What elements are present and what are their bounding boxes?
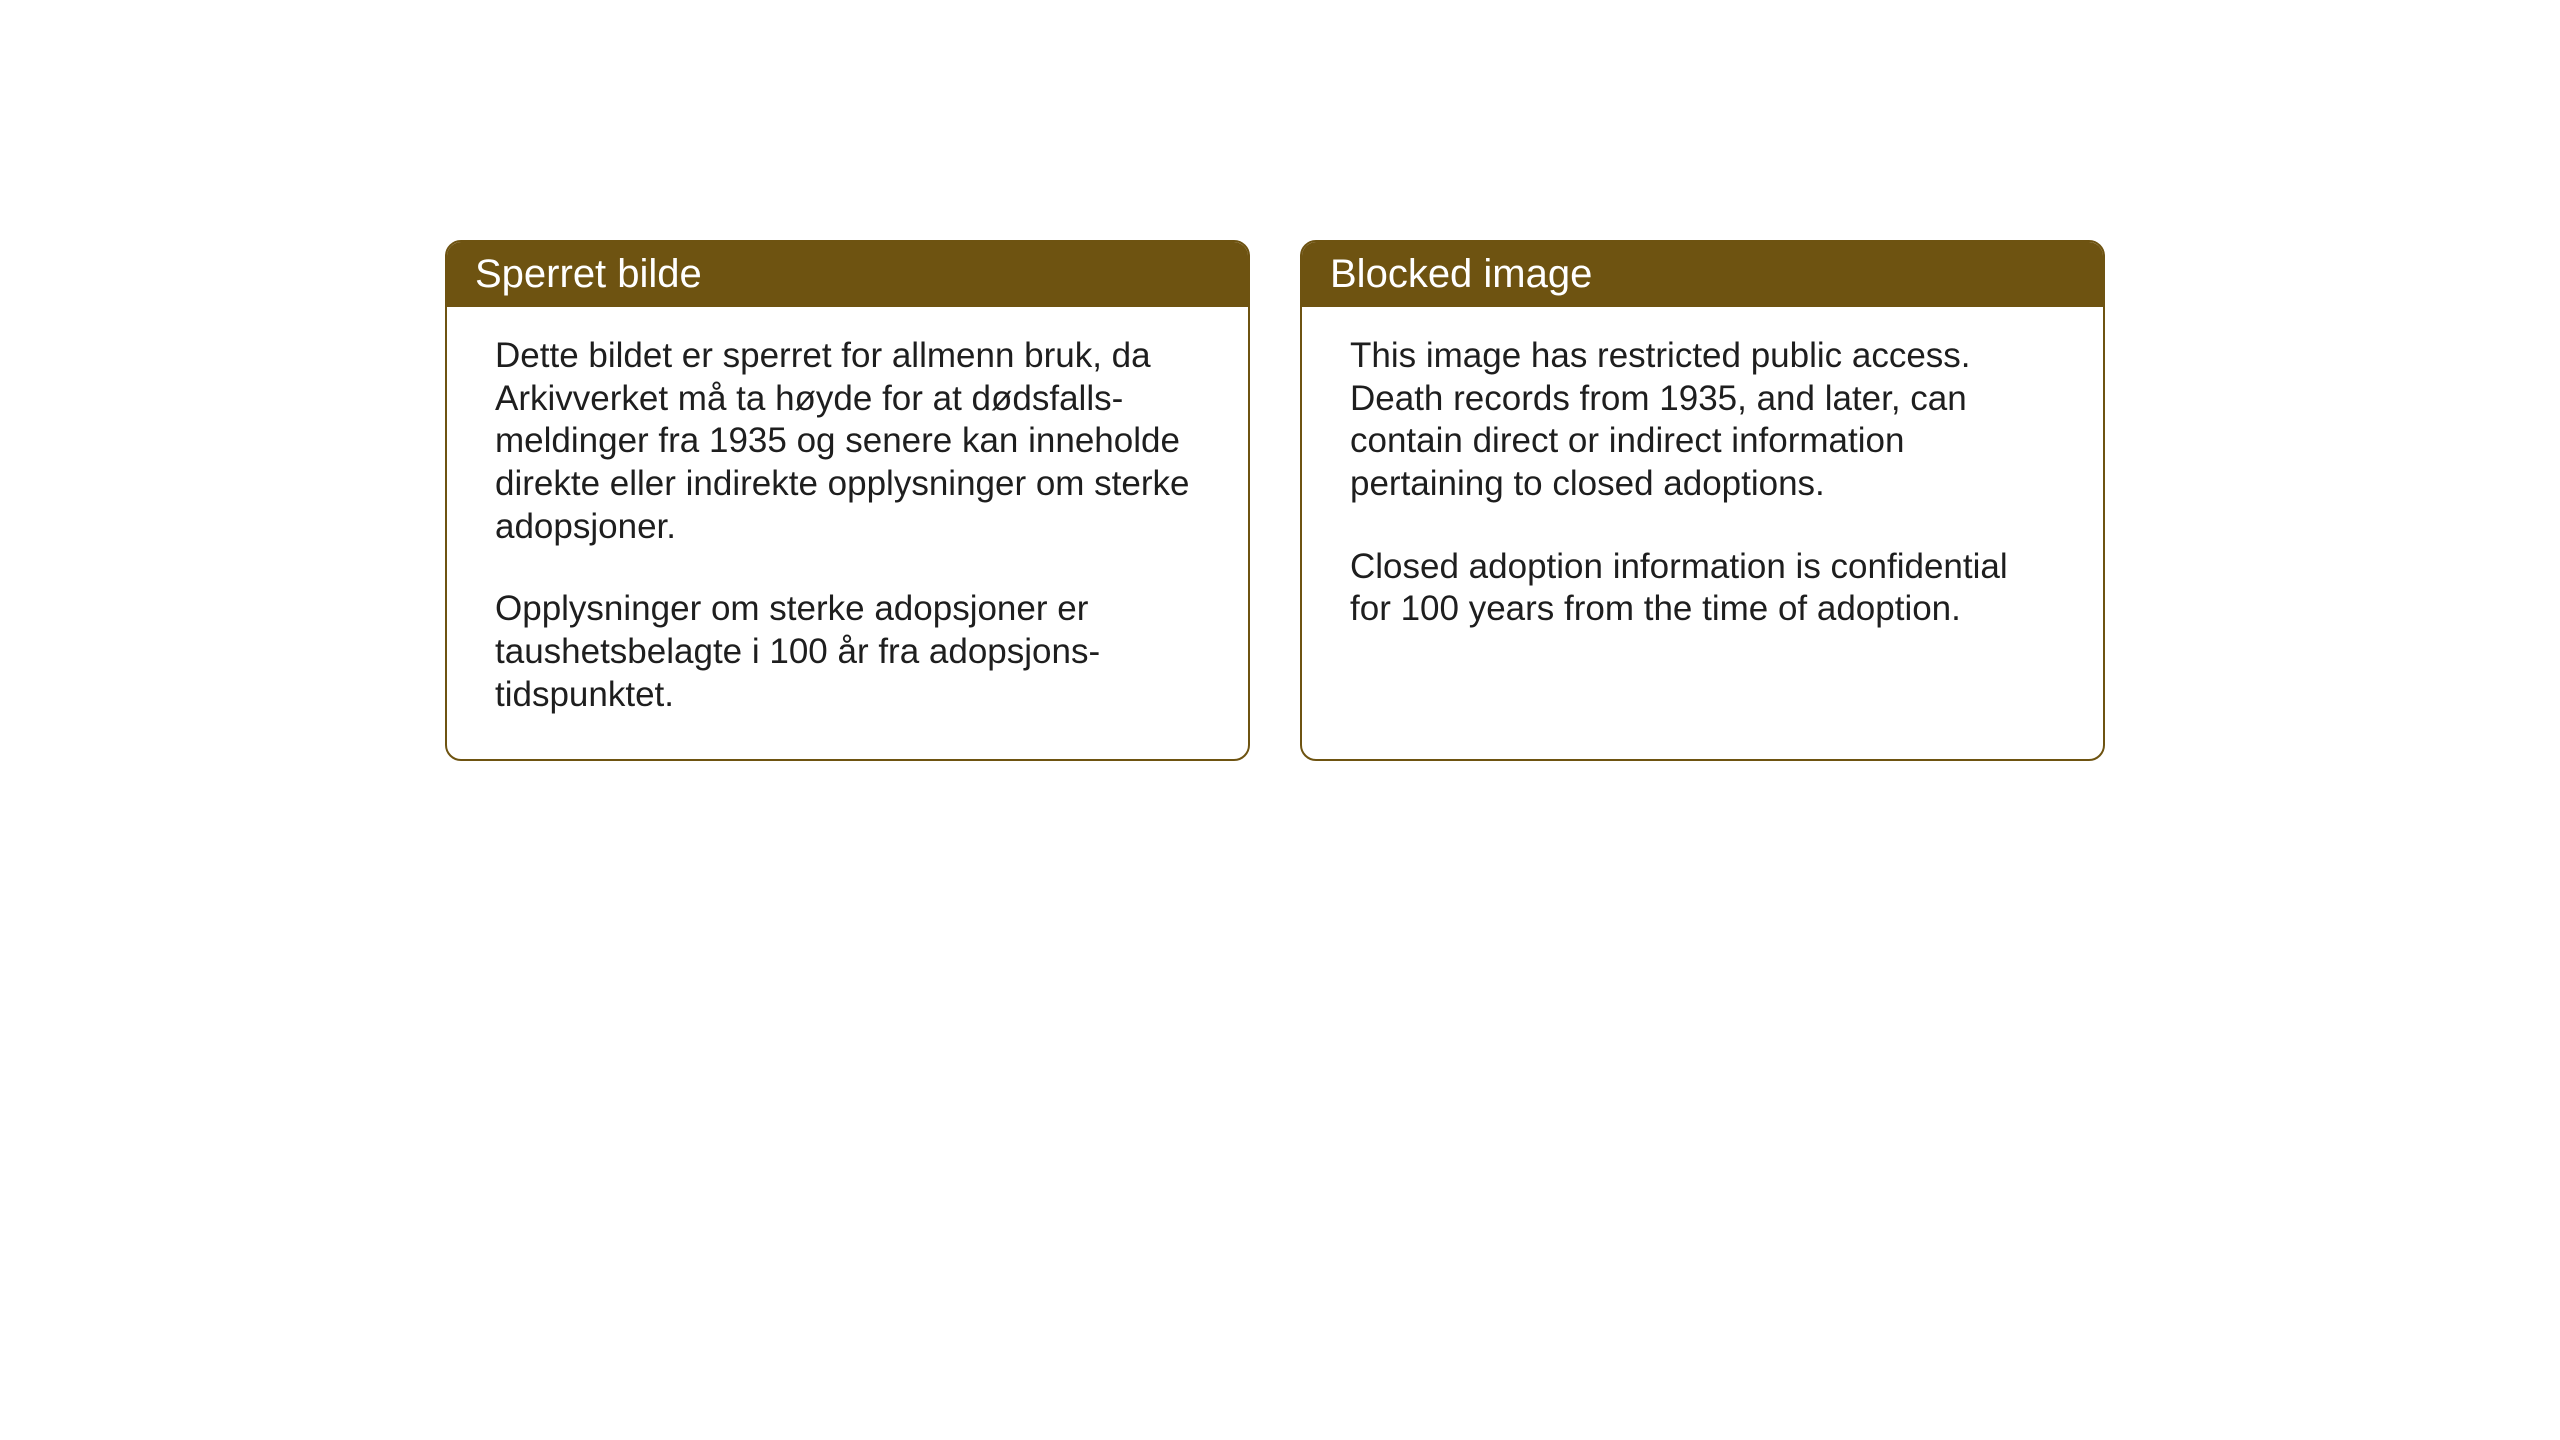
card-paragraph-english-1: This image has restricted public access.… xyxy=(1350,335,2055,506)
card-paragraph-english-2: Closed adoption information is confident… xyxy=(1350,546,2055,631)
notice-card-norwegian: Sperret bilde Dette bildet er sperret fo… xyxy=(445,240,1250,761)
card-title-english: Blocked image xyxy=(1330,252,1592,296)
notice-card-english: Blocked image This image has restricted … xyxy=(1300,240,2105,761)
card-header-norwegian: Sperret bilde xyxy=(447,242,1248,307)
card-title-norwegian: Sperret bilde xyxy=(475,252,702,296)
card-paragraph-norwegian-1: Dette bildet er sperret for allmenn bruk… xyxy=(495,335,1200,548)
notice-container: Sperret bilde Dette bildet er sperret fo… xyxy=(445,240,2105,761)
card-header-english: Blocked image xyxy=(1302,242,2103,307)
card-paragraph-norwegian-2: Opplysninger om sterke adopsjoner er tau… xyxy=(495,588,1200,716)
card-body-english: This image has restricted public access.… xyxy=(1302,307,2103,673)
card-body-norwegian: Dette bildet er sperret for allmenn bruk… xyxy=(447,307,1248,759)
